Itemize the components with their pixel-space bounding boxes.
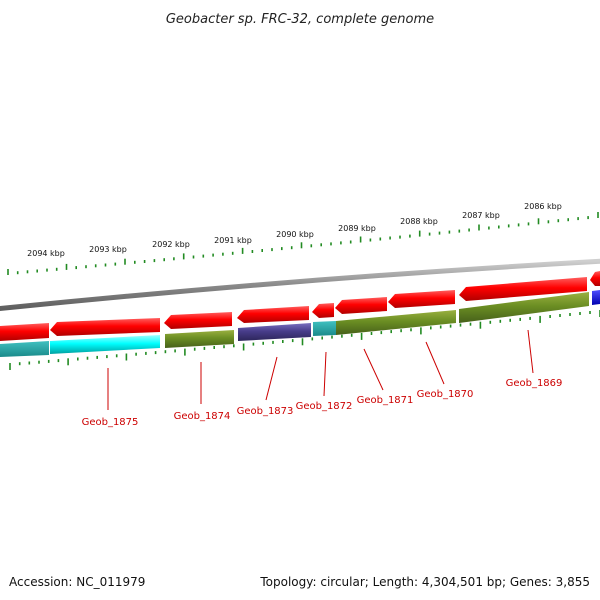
reverse-strand-genes — [0, 290, 600, 357]
reverse-cds-5 — [313, 321, 336, 336]
tick-label-2087: 2087 kbp — [462, 211, 500, 220]
map-title: Geobacter sp. FRC-32, complete genome — [166, 12, 434, 27]
gene-label-1875: Geob_1875 — [82, 417, 139, 428]
forward-cds-6 — [335, 297, 387, 314]
callout-line-1873 — [265, 356, 278, 401]
gene-label-1871: Geob_1871 — [357, 395, 414, 406]
reverse-cds-4 — [238, 323, 311, 341]
tick-label-2090: 2090 kbp — [276, 230, 314, 239]
tick-label-2092: 2092 kbp — [152, 240, 190, 249]
forward-cds-8 — [459, 277, 587, 301]
tick-label-2094: 2094 kbp — [27, 249, 65, 258]
forward-cds-5 — [312, 303, 334, 318]
forward-cds-7 — [388, 290, 455, 308]
gene-label-1874: Geob_1874 — [174, 411, 231, 422]
tick-labels: 2094 kbp 2093 kbp 2092 kbp 2091 kbp 2090… — [27, 202, 562, 258]
gene-callout-lines — [107, 329, 534, 410]
gene-label-1872: Geob_1872 — [296, 401, 353, 412]
callout-line-1871 — [363, 348, 384, 391]
callout-line-1870 — [425, 341, 445, 385]
tick-label-2089: 2089 kbp — [338, 224, 376, 233]
forward-cds-9 — [590, 271, 600, 286]
inner-tick-ring — [9, 310, 600, 370]
reverse-cds-7 — [459, 292, 589, 323]
gene-labels: Geob_1875 Geob_1874 Geob_1873 Geob_1872 … — [82, 378, 563, 428]
reverse-cds-6 — [336, 310, 456, 335]
genome-backbone — [0, 258, 600, 312]
genome-summary-text: Topology: circular; Length: 4,304,501 bp… — [259, 575, 590, 589]
outer-tick-ring — [7, 212, 599, 275]
gene-label-1870: Geob_1870 — [417, 389, 474, 400]
tick-label-2086: 2086 kbp — [524, 202, 562, 211]
gene-label-1869: Geob_1869 — [506, 378, 563, 389]
accession-text: Accession: NC_011979 — [9, 575, 145, 589]
tick-label-2091: 2091 kbp — [214, 236, 252, 245]
reverse-cds-3 — [165, 330, 234, 348]
forward-cds-4 — [237, 306, 309, 323]
reverse-cds-8 — [592, 290, 600, 305]
forward-cds-3 — [164, 312, 232, 329]
forward-cds-2 — [50, 318, 160, 336]
callout-line-1869 — [527, 329, 534, 374]
forward-strand-genes — [0, 271, 600, 341]
reverse-cds-1 — [0, 341, 49, 357]
gene-label-1873: Geob_1873 — [237, 406, 294, 417]
tick-label-2093: 2093 kbp — [89, 245, 127, 254]
tick-label-2088: 2088 kbp — [400, 217, 438, 226]
forward-cds-1 — [0, 323, 49, 341]
reverse-cds-2 — [50, 335, 160, 354]
callout-line-1872 — [323, 351, 327, 397]
